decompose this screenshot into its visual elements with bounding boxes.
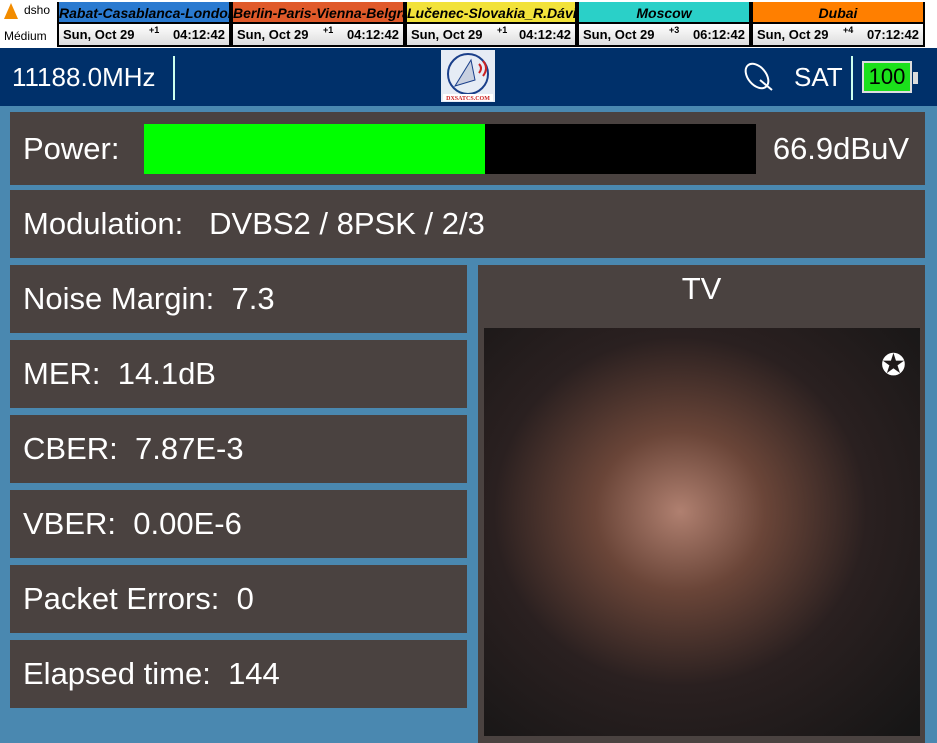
clock-offset: +1 xyxy=(497,25,508,35)
metric-label: VBER: xyxy=(23,506,117,541)
clock-offset: +4 xyxy=(843,25,854,35)
tv-panel: TV ✪ xyxy=(478,265,925,743)
clock-bar: dsho Médium Rabat-Casablanca-London Sun, … xyxy=(0,0,937,48)
clock-time: 06:12:42 xyxy=(692,27,745,42)
clock-city: Rabat-Casablanca-London xyxy=(59,2,229,24)
divider xyxy=(851,56,853,100)
clock-date: Sun, Oct 29 xyxy=(757,27,829,42)
clock-offset: +1 xyxy=(323,25,334,35)
clock-city: Moscow xyxy=(579,2,749,24)
clock-date: Sun, Oct 29 xyxy=(411,27,483,42)
clock-time: 07:12:42 xyxy=(866,27,919,42)
metric-value: 0 xyxy=(236,581,254,616)
metric-value: 144 xyxy=(228,656,280,691)
tv-preview: ✪ xyxy=(484,328,920,736)
clock-3: Moscow Sun, Oct 29 +3 06:12:42 xyxy=(577,2,751,47)
metric-label: Elapsed time: xyxy=(23,656,211,691)
quality-label: Médium xyxy=(4,29,47,43)
clock-2: Lučenec-Slovakia_R.Dávid Sun, Oct 29 +1 04:… xyxy=(405,2,577,47)
clock-time: 04:12:42 xyxy=(518,27,571,42)
clock-1: Berlin-Paris-Vienna-Belgrade Sun, Oct 29 +… xyxy=(231,2,405,47)
clock-date: Sun, Oct 29 xyxy=(583,27,655,42)
clock-time-row: Sun, Oct 29 +1 04:12:42 xyxy=(233,24,403,45)
clock-4: Dubai Sun, Oct 29 +4 07:12:42 xyxy=(751,2,925,47)
clock-time-row: Sun, Oct 29 +4 07:12:42 xyxy=(753,24,923,45)
clock-time-row: Sun, Oct 29 +1 04:12:42 xyxy=(407,24,575,45)
divider xyxy=(173,56,175,100)
battery-indicator: 100 xyxy=(862,61,918,93)
clock-city: Berlin-Paris-Vienna-Belgrade xyxy=(233,2,403,24)
power-bar xyxy=(144,124,756,174)
metric-row: CBER: 7.87E-3 xyxy=(10,415,467,483)
clock-time-row: Sun, Oct 29 +1 04:12:42 xyxy=(59,24,229,45)
app-name: dsho xyxy=(24,3,51,18)
clock-offset: +3 xyxy=(669,25,680,35)
mode-label: SAT xyxy=(794,62,843,92)
modulation-value: DVBS2 / 8PSK / 2/3 xyxy=(209,206,485,241)
metric-label: Noise Margin: xyxy=(23,281,215,316)
clock-time-row: Sun, Oct 29 +3 06:12:42 xyxy=(579,24,749,45)
svg-text:DXSATCS.COM: DXSATCS.COM xyxy=(446,96,490,102)
modulation-label: Modulation: xyxy=(23,206,184,241)
vlc-cone-icon xyxy=(4,3,18,19)
metric-row: Elapsed time: 144 xyxy=(10,640,467,708)
clock-time: 04:12:42 xyxy=(346,27,399,42)
metric-value: 14.1dB xyxy=(117,356,216,391)
clock-date: Sun, Oct 29 xyxy=(63,27,135,42)
metric-value: 0.00E-6 xyxy=(133,506,242,541)
clock-date: Sun, Oct 29 xyxy=(237,27,309,42)
clock-time: 04:12:42 xyxy=(172,27,225,42)
tv-label: TV xyxy=(681,271,722,306)
metric-row: Packet Errors: 0 xyxy=(10,565,467,633)
clock-city: Dubai xyxy=(753,2,923,24)
clock-offset: +1 xyxy=(149,25,160,35)
satellite-dish-icon xyxy=(744,62,773,91)
metric-row: VBER: 0.00E-6 xyxy=(10,490,467,558)
power-label: Power: xyxy=(23,130,120,166)
metric-row: MER: 14.1dB xyxy=(10,340,467,408)
metric-value: 7.87E-3 xyxy=(134,431,244,466)
star-icon: ✪ xyxy=(880,349,906,382)
frequency: 11188.0MHz xyxy=(12,62,156,92)
power-bar-fill xyxy=(144,124,485,174)
metric-label: CBER: xyxy=(23,431,118,466)
header: 11188.0MHz DXSATCS.COM SAT 100 xyxy=(0,48,937,106)
metric-label: MER: xyxy=(23,356,101,391)
clock-0: Rabat-Casablanca-London Sun, Oct 29 +1 04:1… xyxy=(57,2,231,47)
metric-value: 7.3 xyxy=(231,281,275,316)
dxsatcs-logo: DXSATCS.COM xyxy=(441,50,495,102)
modulation-row: Modulation: DVBS2 / 8PSK / 2/3 xyxy=(10,190,925,258)
power-value: 66.9dBuV xyxy=(772,131,909,166)
clock-city: Lučenec-Slovakia_R.Dávid xyxy=(407,2,575,24)
metric-label: Packet Errors: xyxy=(23,581,220,616)
app-title: dsho xyxy=(4,3,50,19)
metric-row: Noise Margin: 7.3 xyxy=(10,265,467,333)
